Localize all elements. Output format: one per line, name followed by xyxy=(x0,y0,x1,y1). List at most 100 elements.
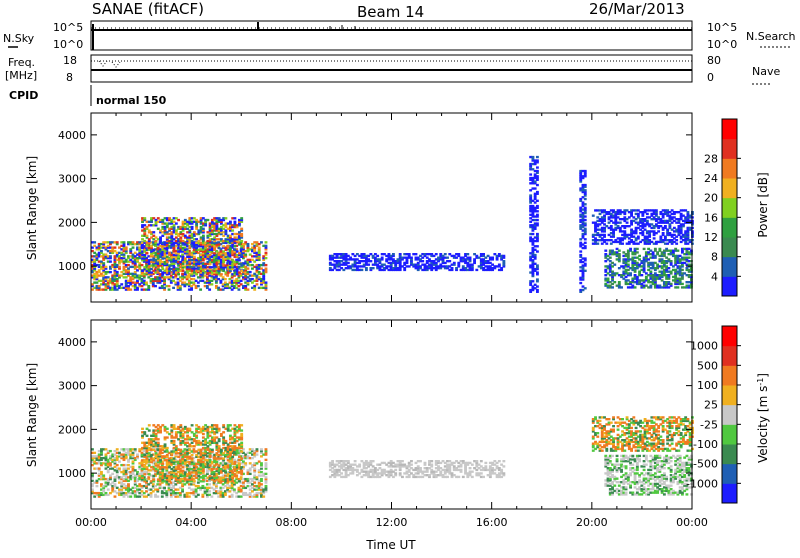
echo-cell xyxy=(649,271,652,273)
echo-cell xyxy=(613,264,616,266)
echo-cell xyxy=(193,256,196,258)
station-title: SANAE (fitACF) xyxy=(92,0,204,18)
echo-cell xyxy=(265,462,268,464)
echo-cell xyxy=(604,250,607,252)
echo-cell xyxy=(240,217,243,219)
echo-cell xyxy=(584,242,587,244)
echo-cell xyxy=(536,175,539,177)
echo-cell xyxy=(161,495,164,497)
echo-cell xyxy=(536,233,539,235)
echo-cell xyxy=(218,243,221,245)
echo-cell xyxy=(584,257,587,259)
echo-cell xyxy=(105,266,108,268)
colorbar-tick-label: 16 xyxy=(704,211,718,224)
echo-cell xyxy=(662,232,665,234)
echo-cell xyxy=(435,253,438,255)
echo-cell xyxy=(381,257,384,259)
echo-cell xyxy=(365,267,368,269)
echo-cell xyxy=(347,262,350,264)
echo-cell xyxy=(536,278,539,280)
cpid-label: CPID xyxy=(9,89,38,102)
echo-cell xyxy=(136,453,139,455)
echo-cell xyxy=(605,243,608,245)
echo-cell xyxy=(118,266,121,268)
echo-cell xyxy=(634,286,637,288)
echo-cell xyxy=(681,283,684,285)
echo-cell xyxy=(584,245,587,247)
echo-cell xyxy=(197,285,200,287)
echo-cell xyxy=(227,257,230,259)
echo-cell xyxy=(154,285,157,287)
echo-cell xyxy=(238,259,241,261)
echo-cell xyxy=(536,210,539,212)
echo-cell xyxy=(253,481,256,483)
echo-cell xyxy=(146,252,149,254)
echo-cell xyxy=(376,255,379,257)
echo-cell xyxy=(182,240,185,242)
echo-cell xyxy=(502,260,505,262)
echo-cell xyxy=(231,494,234,496)
echo-cell xyxy=(168,288,171,290)
echo-cell xyxy=(240,233,243,235)
echo-cell xyxy=(240,270,243,272)
echo-cell xyxy=(584,184,587,186)
echo-cell xyxy=(265,281,268,283)
echo-cell xyxy=(360,269,363,271)
echo-cell xyxy=(237,288,240,290)
echo-cell xyxy=(536,205,539,207)
echo-cell xyxy=(256,283,259,285)
echo-cell xyxy=(240,228,243,230)
echo-cell xyxy=(534,254,537,256)
cpid-value: normal 150 xyxy=(96,94,167,107)
echo-cell xyxy=(658,248,661,250)
echo-cell xyxy=(584,189,587,191)
echo-cell xyxy=(116,241,119,243)
echo-cell xyxy=(195,273,198,275)
colorbar-segment xyxy=(722,198,737,218)
echo-cell xyxy=(197,481,200,483)
echo-cell xyxy=(129,495,132,497)
freq-frame xyxy=(91,55,692,82)
echo-cell xyxy=(408,253,411,255)
echo-cell xyxy=(643,248,646,250)
echo-cell xyxy=(141,264,144,266)
echo-cell xyxy=(240,263,243,265)
echo-cell xyxy=(146,435,149,437)
echo-cell xyxy=(584,222,587,224)
echo-cell xyxy=(619,222,622,224)
echo-cell xyxy=(451,267,454,269)
echo-cell xyxy=(229,221,232,223)
colorbar-tick-label: 20 xyxy=(704,192,718,205)
echo-cell xyxy=(670,260,673,262)
echo-cell xyxy=(596,243,599,245)
echo-cell xyxy=(675,239,678,241)
beam-title: Beam 14 xyxy=(357,3,424,21)
echo-cell xyxy=(206,219,209,221)
echo-cell xyxy=(208,483,211,485)
echo-cell xyxy=(102,262,105,264)
echo-cell xyxy=(123,241,126,243)
echo-cell xyxy=(584,170,587,172)
echo-cell xyxy=(536,166,539,168)
echo-cell xyxy=(457,253,460,255)
echo-cell xyxy=(676,286,679,288)
echo-cell xyxy=(256,453,259,455)
echo-cell xyxy=(654,248,657,250)
echo-cell xyxy=(265,485,268,487)
echo-cell xyxy=(584,287,587,289)
echo-cell xyxy=(100,471,103,473)
echo-cell xyxy=(188,266,191,268)
colorbar-tick-label: 8 xyxy=(711,251,718,264)
echo-cell xyxy=(531,233,534,235)
echo-cell xyxy=(529,194,532,196)
echo-cell xyxy=(448,260,451,262)
echo-cell xyxy=(152,249,155,251)
echo-cell xyxy=(627,264,630,266)
echo-cell xyxy=(657,230,660,232)
nave-tick-low: 0 xyxy=(707,71,714,84)
echo-cell xyxy=(609,257,612,259)
y-tick-label: 4000 xyxy=(58,129,86,142)
echo-cell xyxy=(199,288,202,290)
